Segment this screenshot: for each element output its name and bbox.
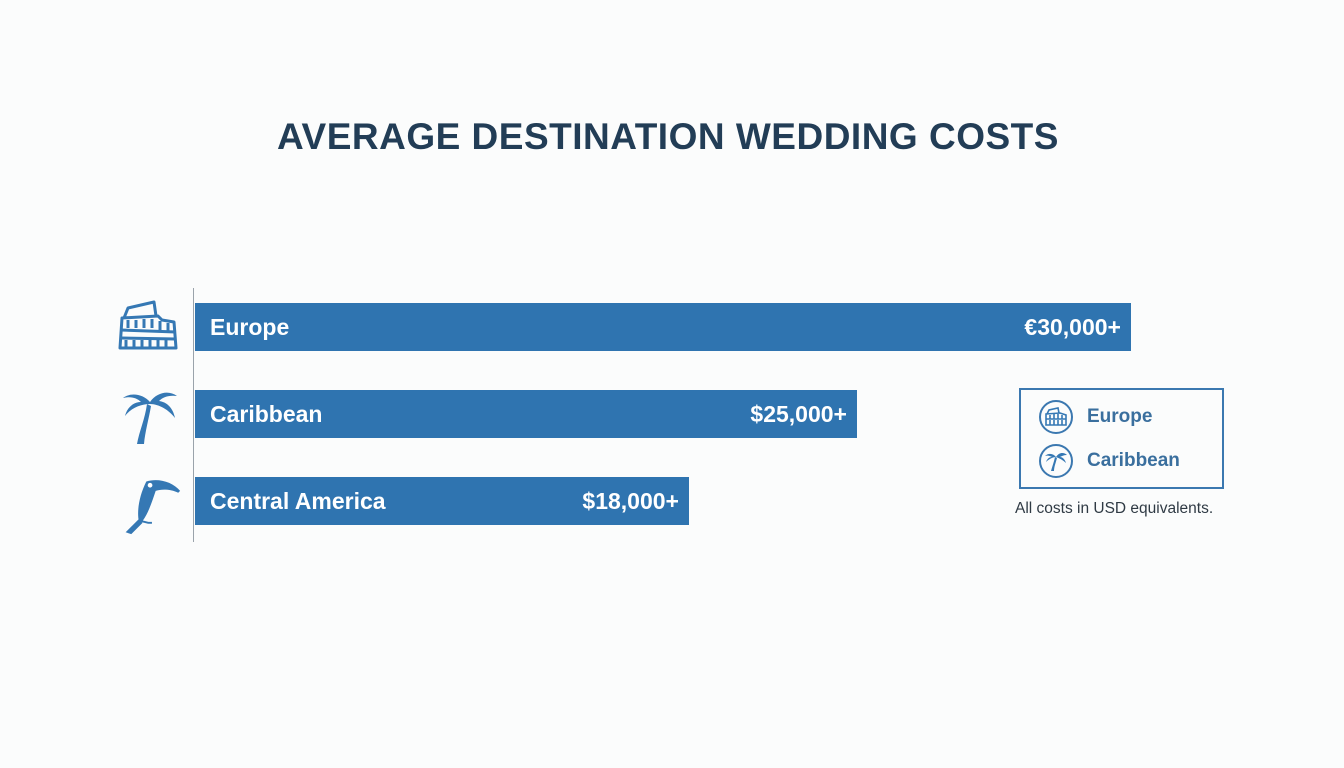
- bar-central-america: Central America $18,000+: [195, 477, 689, 525]
- bar-value: €30,000+: [1024, 313, 1121, 340]
- bar-value: $25,000+: [750, 400, 847, 427]
- bar-value: $18,000+: [582, 487, 679, 514]
- bar-europe: Europe €30,000+: [195, 303, 1131, 351]
- legend-label: Europe: [1087, 406, 1153, 427]
- legend-item-caribbean: Caribbean: [1039, 444, 1180, 478]
- bar-label: Europe: [210, 313, 290, 340]
- bar-caribbean: Caribbean $25,000+: [195, 390, 857, 438]
- footnote: All costs in USD equivalents.: [1015, 500, 1214, 517]
- toucan-icon: [118, 474, 184, 536]
- y-axis-line: [193, 288, 194, 542]
- bar-label: Central America: [210, 487, 386, 514]
- palm-tree-icon: [1039, 444, 1073, 478]
- legend-label: Caribbean: [1087, 450, 1180, 471]
- chart-title: AVERAGE DESTINATION WEDDING COSTS: [277, 116, 1059, 157]
- colosseum-icon: [114, 296, 180, 358]
- bar-label: Caribbean: [210, 400, 323, 427]
- palm-tree-icon: [117, 384, 183, 446]
- legend-item-europe: Europe: [1039, 400, 1152, 434]
- legend: Europe Caribbean: [1019, 388, 1224, 489]
- colosseum-icon: [1039, 400, 1073, 434]
